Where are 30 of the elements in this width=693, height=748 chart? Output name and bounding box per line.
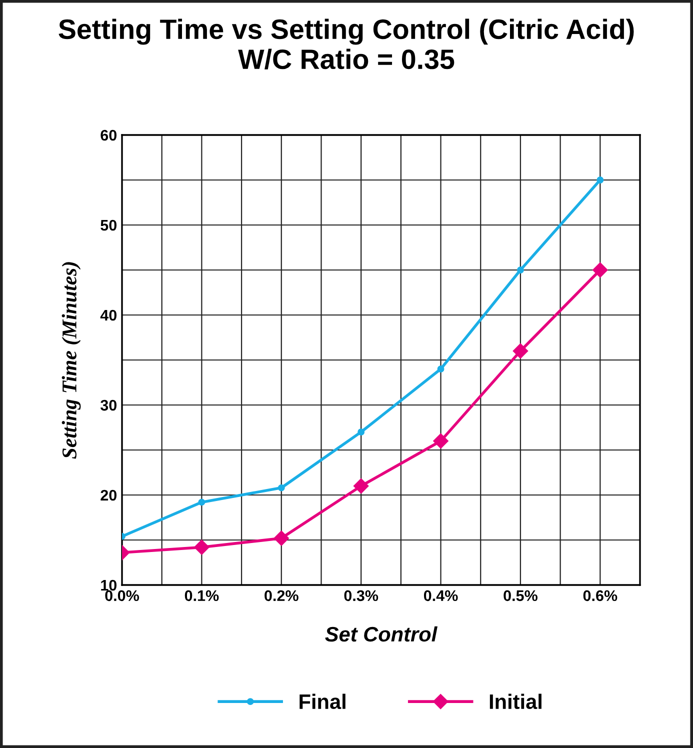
- point: [358, 428, 365, 436]
- point: [354, 478, 369, 494]
- x-tick-label: 0.6%: [583, 590, 618, 602]
- y-tick-label: 20: [100, 490, 117, 501]
- point: [512, 343, 528, 359]
- point: [433, 433, 448, 449]
- point: [592, 262, 608, 278]
- point: [516, 266, 524, 274]
- y-tick-label: 10: [101, 580, 117, 591]
- point: [198, 498, 206, 506]
- y-tick-label: 40: [100, 310, 117, 321]
- point: [596, 176, 604, 184]
- y-tick-label: 30: [100, 400, 117, 411]
- point: [278, 484, 285, 492]
- legend-label: Final: [300, 694, 346, 710]
- point: [274, 530, 289, 546]
- x-axis-title: Set Control: [325, 626, 438, 642]
- x-tick-label: 0.5%: [504, 590, 538, 602]
- point: [194, 540, 210, 555]
- point: [437, 366, 444, 372]
- x-tick-label: 0.1%: [184, 590, 219, 602]
- chart-title: Setting Time vs Setting Control (Citric Acid) W/C Ratio = 0.35: [58, 18, 634, 70]
- x-tick-label: 0.0%: [105, 590, 140, 602]
- x-tick-label: 0.4%: [424, 590, 458, 602]
- x-tick-label: 0.3%: [344, 590, 378, 602]
- x-tick-label: 0.2%: [264, 590, 298, 602]
- y-axis-title: Setting Time (Minutes): [62, 262, 81, 459]
- y-tick-label: 60: [100, 130, 117, 141]
- legend-label: Initial: [490, 694, 542, 710]
- y-tick-label: 50: [100, 220, 117, 231]
